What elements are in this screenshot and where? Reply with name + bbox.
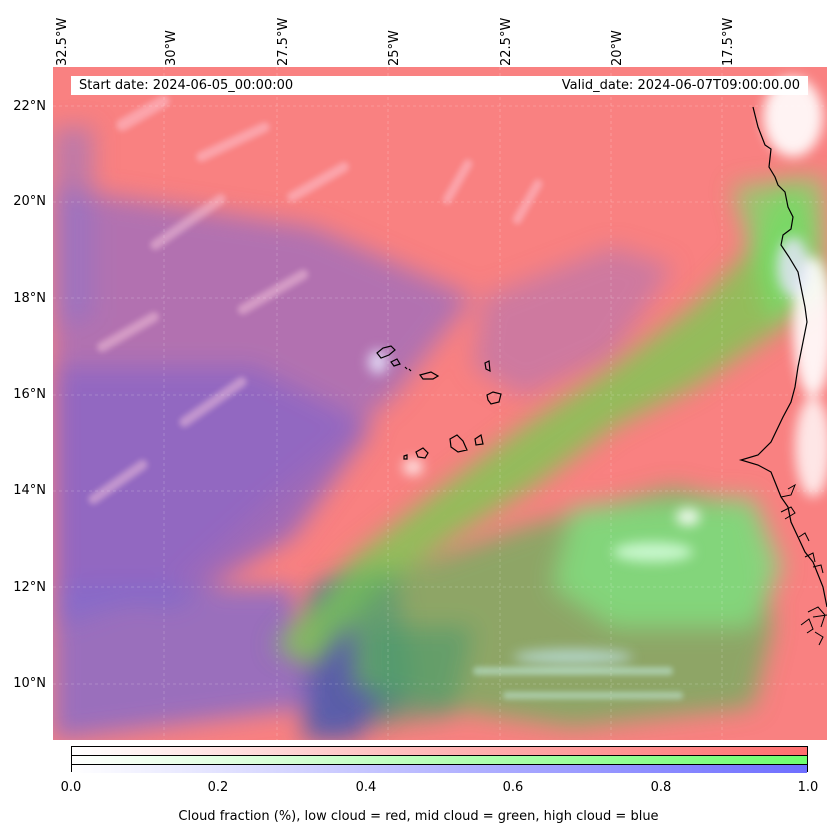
high-cloud-overlay xyxy=(53,127,673,740)
lat-label: 16°N xyxy=(13,387,46,402)
date-banner: Start date: 2024-06-05_00:00:00 Valid_da… xyxy=(71,76,808,95)
colorbar xyxy=(71,746,808,773)
lon-label: 32.5°W xyxy=(55,17,70,66)
clear-sky-patches xyxy=(368,77,827,665)
lat-label: 14°N xyxy=(13,483,46,498)
cloud-fraction-map xyxy=(53,67,827,740)
cape-verde-islands xyxy=(376,345,502,460)
cloud-streaks xyxy=(88,95,683,699)
colorbar-tick: 0.4 xyxy=(355,780,377,795)
lon-label: 20°W xyxy=(610,30,625,66)
lat-label: 12°N xyxy=(13,580,46,595)
colorbar-tick: 0.2 xyxy=(207,780,229,795)
valid-date: Valid_date: 2024-06-07T09:00:00.00 xyxy=(561,78,800,93)
graticule xyxy=(53,67,827,740)
colorbar-tick: 1.0 xyxy=(797,780,819,795)
lon-label: 22.5°W xyxy=(499,17,514,66)
guinea-coast-islands xyxy=(780,483,827,646)
start-date: Start date: 2024-06-05_00:00:00 xyxy=(79,78,294,93)
colorbar-high-cloud xyxy=(72,765,807,773)
lon-label: 30°W xyxy=(164,30,179,66)
lon-label: 25°W xyxy=(387,30,402,66)
colorbar-tick: 0.0 xyxy=(60,780,82,795)
lat-label: 18°N xyxy=(13,291,46,306)
colorbar-tick: 0.8 xyxy=(650,780,672,795)
colorbar-label: Cloud fraction (%), low cloud = red, mid… xyxy=(178,809,659,824)
colorbar-low-cloud xyxy=(72,747,807,756)
lon-label: 27.5°W xyxy=(276,17,291,66)
africa-coastline xyxy=(738,106,827,608)
map-canvas xyxy=(53,67,827,740)
colorbar-mid-cloud xyxy=(72,756,807,765)
lat-label: 20°N xyxy=(13,194,46,209)
lon-label: 17.5°W xyxy=(721,17,736,66)
lat-label: 10°N xyxy=(13,676,46,691)
colorbar-tick: 0.6 xyxy=(502,780,524,795)
lat-label: 22°N xyxy=(13,99,46,114)
